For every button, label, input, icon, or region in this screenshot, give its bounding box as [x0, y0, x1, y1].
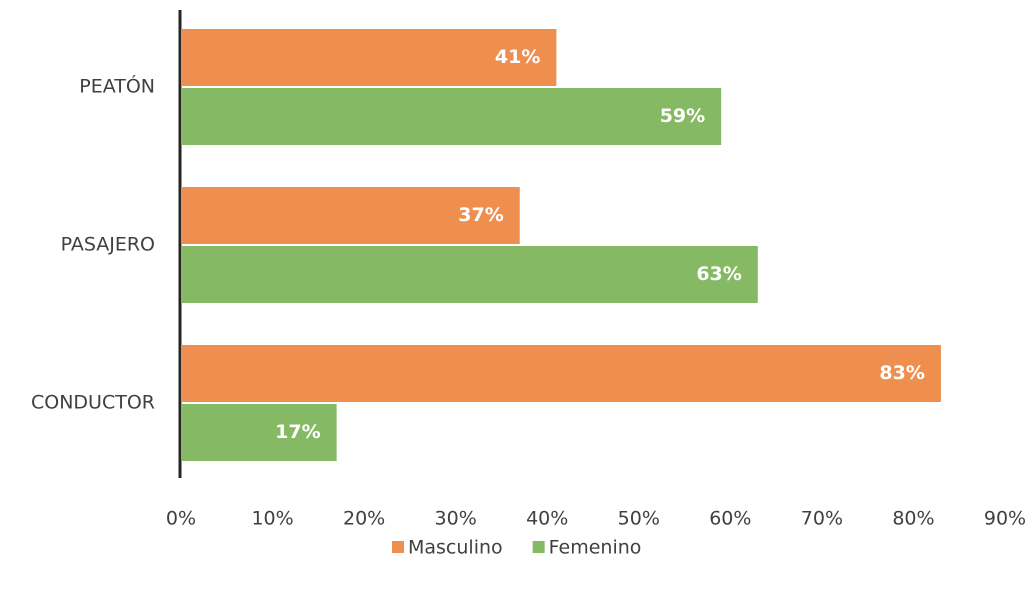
x-tick-label: 30%	[435, 508, 477, 530]
bar	[181, 246, 758, 303]
legend-swatch	[532, 541, 545, 553]
data-label: 17%	[275, 421, 320, 443]
bar	[181, 29, 557, 86]
y-tick-label: PASAJERO	[61, 234, 155, 256]
y-tick-label: CONDUCTOR	[31, 392, 155, 414]
y-tick-label: PEATÓN	[79, 74, 155, 98]
x-tick-label: 10%	[251, 508, 293, 530]
x-tick-label: 40%	[526, 508, 568, 530]
data-label: 83%	[879, 362, 924, 384]
legend-label: Masculino	[408, 537, 503, 559]
x-tick-label: 80%	[892, 508, 934, 530]
bar	[181, 404, 337, 461]
x-tick-label: 70%	[801, 508, 843, 530]
x-tick-label: 90%	[984, 508, 1026, 530]
bar	[181, 345, 941, 402]
data-label: 37%	[458, 204, 503, 226]
bar	[181, 187, 520, 244]
legend-swatch	[392, 541, 404, 553]
data-label: 59%	[660, 105, 705, 127]
legend-label: Femenino	[549, 537, 642, 559]
data-label: 41%	[495, 46, 540, 68]
bar	[181, 88, 722, 145]
x-tick-label: 20%	[343, 508, 385, 530]
x-tick-label: 50%	[618, 508, 660, 530]
x-tick-label: 60%	[709, 508, 751, 530]
x-tick-label: 0%	[166, 508, 196, 530]
data-label: 63%	[696, 263, 741, 285]
